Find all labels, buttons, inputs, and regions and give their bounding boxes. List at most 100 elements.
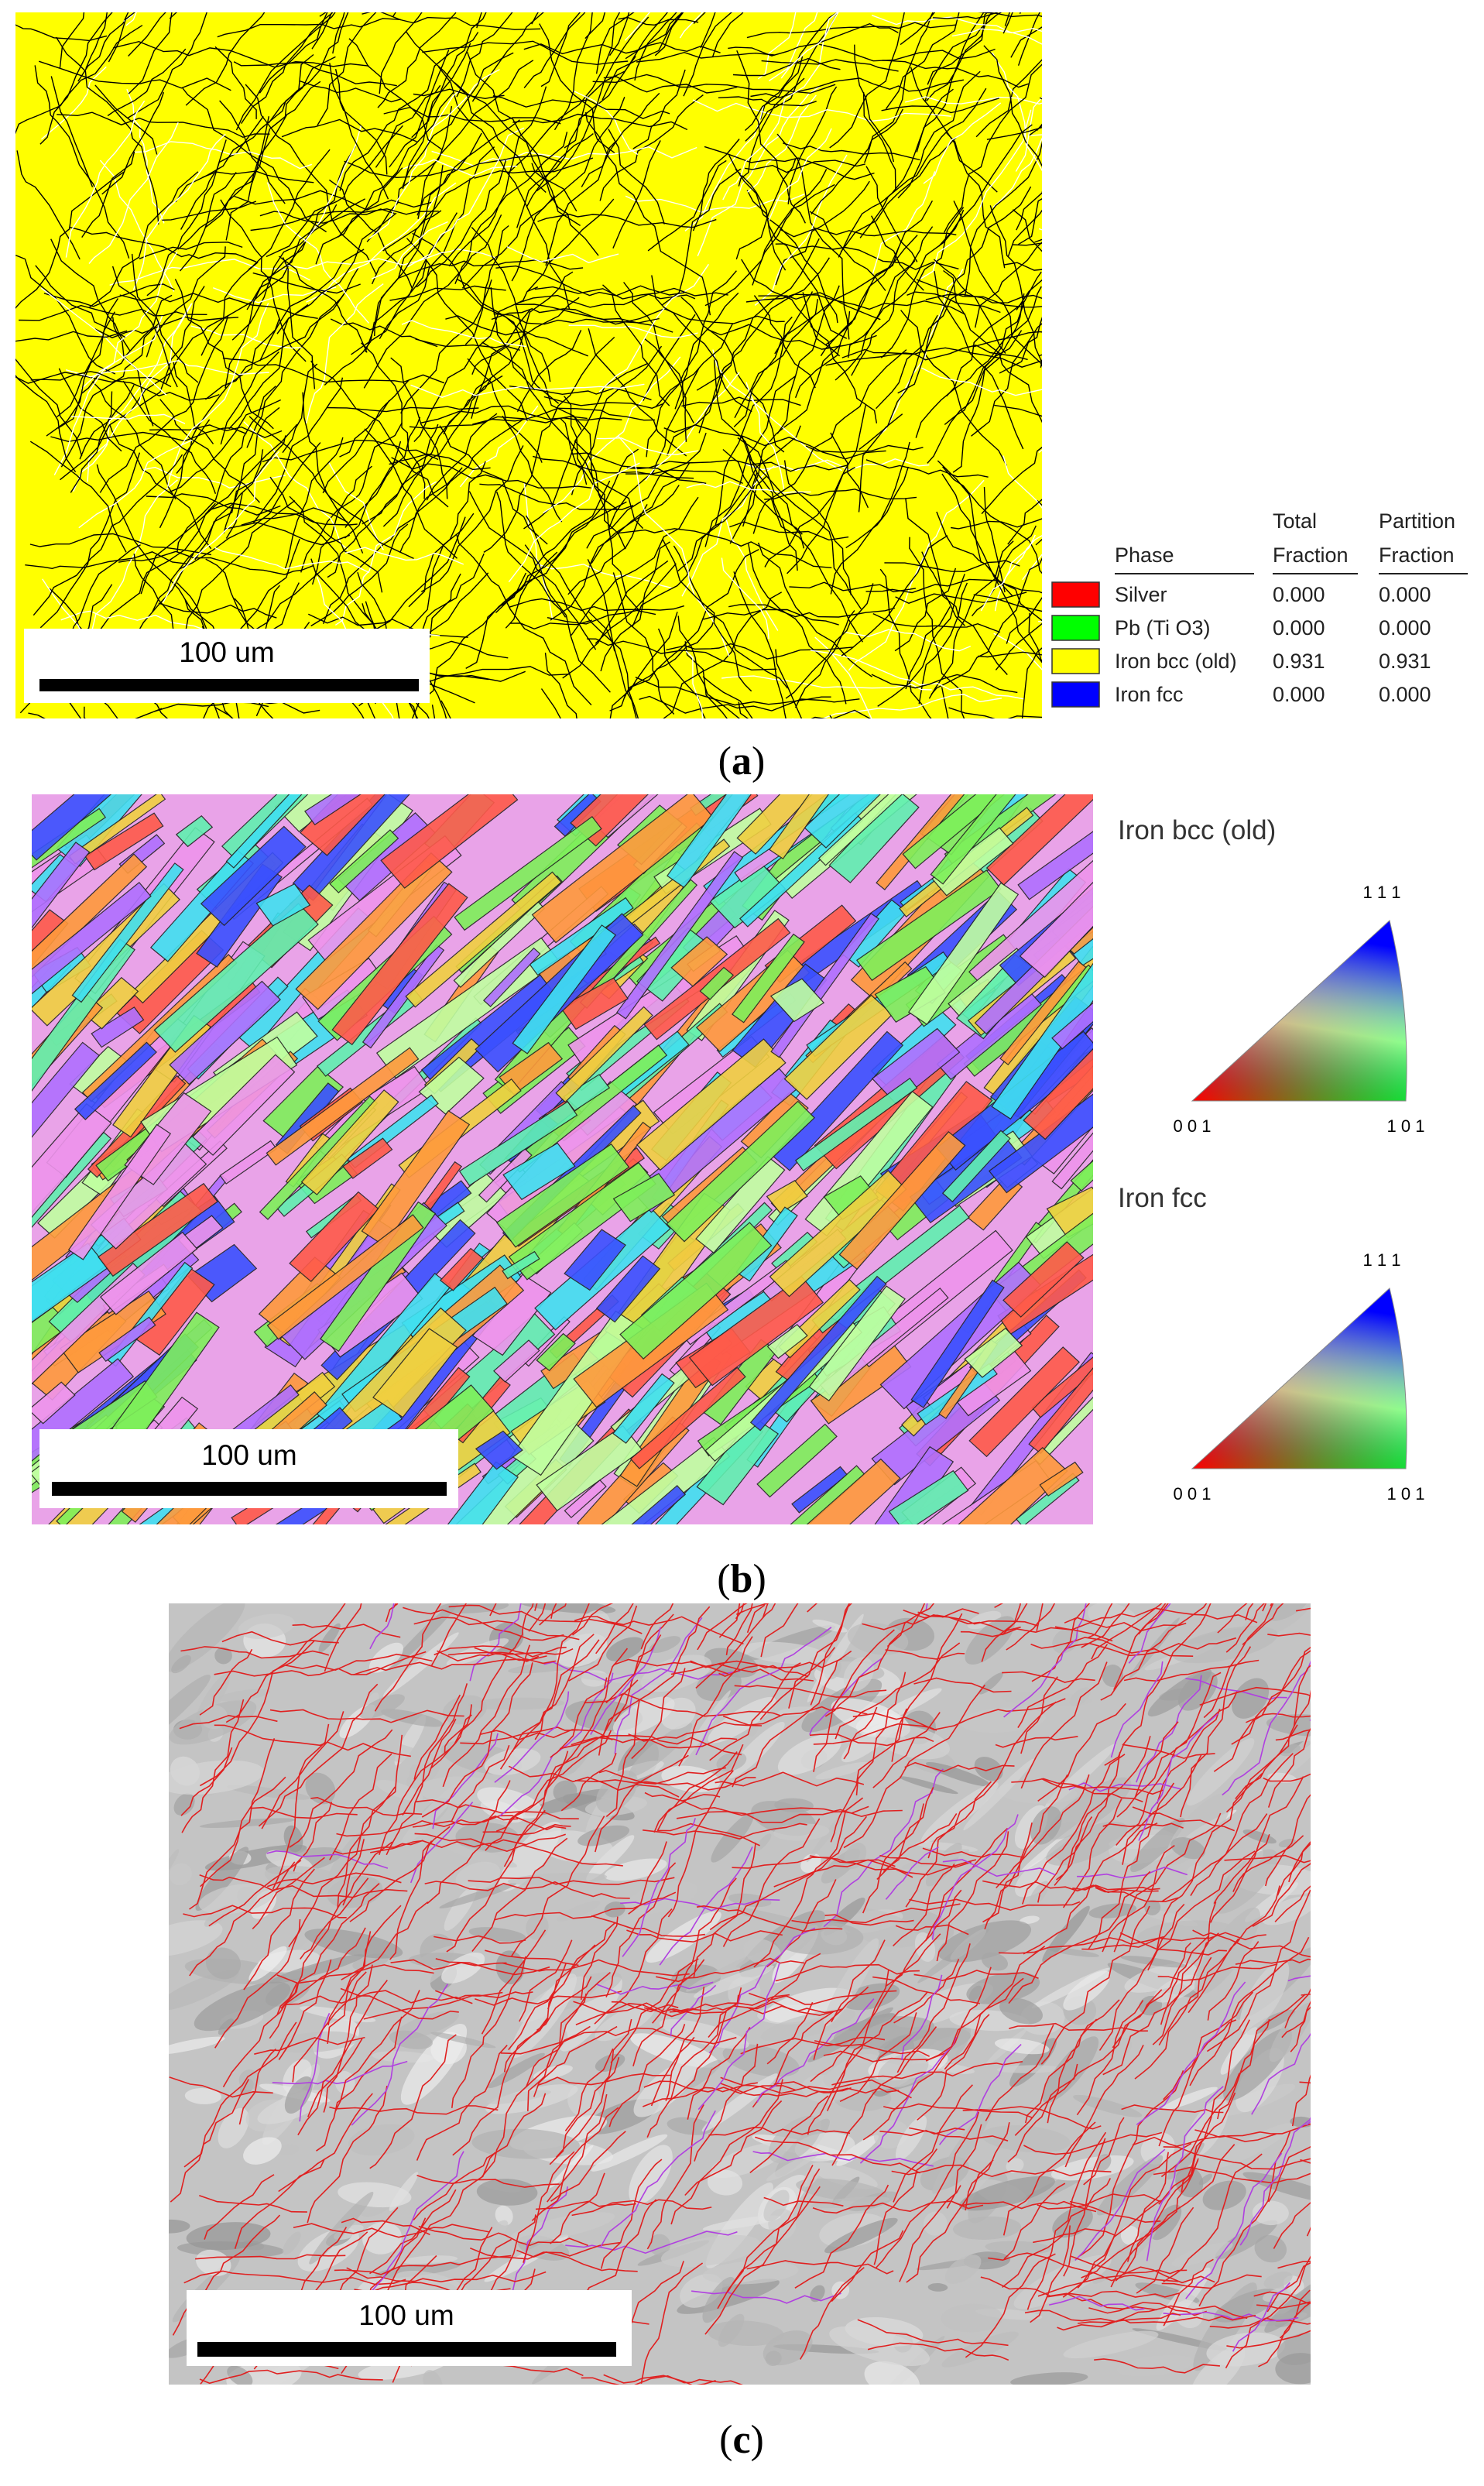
texture [550, 1677, 608, 1758]
texture [844, 629, 972, 652]
texture [1088, 2302, 1208, 2316]
texture [16, 150, 81, 260]
texture [511, 1639, 600, 1753]
texture [177, 81, 321, 250]
texture [574, 440, 641, 612]
texture [299, 2012, 331, 2122]
texture [865, 459, 989, 478]
texture [656, 1957, 805, 1983]
texture [389, 453, 491, 471]
texture [926, 12, 993, 101]
texture [401, 320, 526, 348]
texture [178, 442, 321, 570]
texture [447, 1461, 519, 1524]
texture [175, 815, 214, 848]
texture [185, 12, 266, 106]
texture [456, 12, 513, 98]
texture [159, 419, 211, 529]
ipf-corner: 1 1 1 [1363, 883, 1401, 902]
texture [266, 1850, 389, 1869]
texture [941, 473, 1013, 597]
texture [965, 1616, 1015, 1665]
texture [1003, 2183, 1066, 2260]
texture [1010, 26, 1042, 58]
texture [328, 462, 384, 550]
texture [796, 2178, 888, 2202]
texture [78, 439, 193, 529]
texture [1301, 1993, 1311, 1996]
texture [1126, 2152, 1169, 2262]
texture [224, 204, 338, 389]
texture [766, 1323, 808, 1360]
texture [823, 2050, 945, 2063]
texture [495, 491, 567, 618]
texture [254, 2036, 365, 2055]
texture [702, 2276, 735, 2323]
texture [603, 2374, 716, 2385]
texture [550, 2172, 605, 2244]
caption-label: c [732, 2418, 750, 2462]
texture [1029, 1881, 1049, 1907]
texture [1263, 2272, 1293, 2289]
texture [587, 638, 777, 671]
texture [243, 2137, 282, 2165]
texture [503, 1944, 596, 2073]
texture [754, 154, 848, 306]
texture [1001, 1691, 1093, 1707]
texture [446, 1638, 509, 1666]
texture [15, 171, 125, 309]
texture [768, 128, 832, 221]
texture [765, 2351, 782, 2367]
texture [336, 1815, 519, 1837]
table-header: Fraction [1379, 543, 1455, 567]
texture [94, 84, 158, 155]
texture [694, 2043, 759, 2162]
texture [1252, 1862, 1311, 1927]
texture [1030, 1637, 1194, 1657]
texture [916, 1841, 978, 1852]
texture [169, 1849, 180, 1879]
texture [168, 0, 262, 5]
texture [1123, 1659, 1260, 1682]
texture [649, 1636, 681, 1653]
texture [1199, 1686, 1311, 1706]
texture [342, 1137, 393, 1179]
texture [661, 1765, 721, 1792]
texture [502, 1250, 540, 1280]
texture [1030, 134, 1042, 136]
texture [696, 1905, 843, 1932]
texture [656, 1822, 760, 1846]
texture [99, 1231, 198, 1315]
texture [1209, 2317, 1311, 2329]
texture [482, 1823, 571, 1836]
texture [634, 12, 677, 81]
texture [959, 1707, 1046, 1733]
texture [495, 1143, 630, 1248]
texture [909, 537, 965, 718]
texture [327, 423, 439, 578]
texture [1035, 538, 1042, 546]
texture [57, 111, 270, 139]
texture [871, 674, 1018, 694]
texture [942, 1859, 1056, 1877]
texture [259, 12, 328, 94]
texture [715, 316, 793, 526]
texture [416, 2175, 560, 2188]
texture [245, 84, 377, 276]
texture [647, 159, 727, 252]
texture [471, 227, 551, 382]
texture [512, 924, 617, 1054]
texture [293, 2223, 490, 2238]
texture [344, 547, 464, 565]
texture [981, 2125, 1071, 2153]
texture [460, 1726, 579, 1745]
texture [531, 163, 599, 256]
texture [431, 705, 436, 718]
texture [696, 257, 830, 391]
texture [679, 12, 704, 39]
texture [661, 168, 742, 306]
texture [369, 2189, 457, 2275]
texture [1057, 0, 1185, 64]
texture [168, 399, 281, 493]
texture [993, 633, 1042, 670]
